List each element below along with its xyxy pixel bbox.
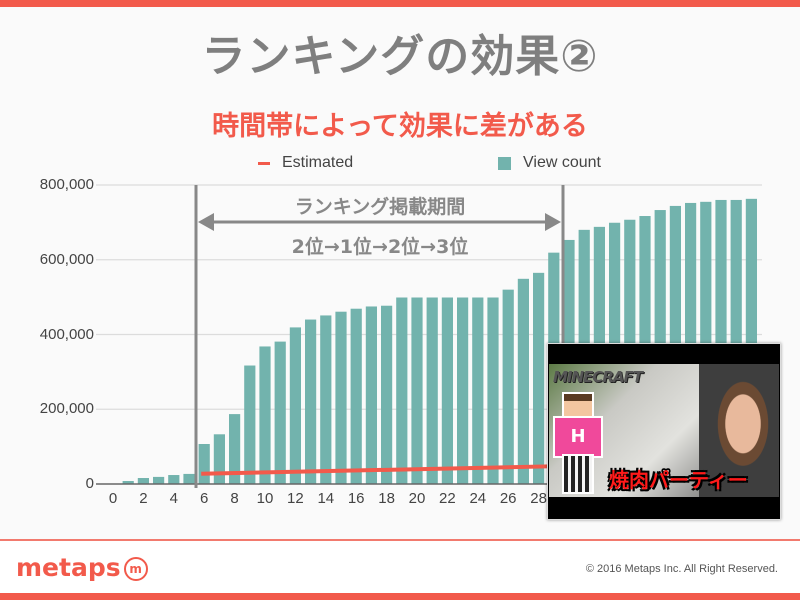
x-tick-label: 2 — [139, 490, 148, 507]
legend-view-count-label: View count — [523, 154, 601, 171]
view-count-bar — [745, 198, 757, 485]
legend-estimated-label: Estimated — [282, 154, 354, 171]
thumbnail-caption: 焼肉パーティー — [609, 468, 748, 492]
view-count-bar — [320, 315, 332, 484]
y-tick-label: 800,000 — [39, 176, 94, 193]
x-tick-label: 18 — [378, 490, 395, 507]
x-tick-label: 12 — [287, 490, 304, 507]
x-tick-label: 28 — [530, 490, 547, 507]
view-count-bar — [289, 327, 301, 484]
x-tick-label: 20 — [408, 490, 426, 507]
view-count-bar — [396, 297, 408, 484]
view-count-bar — [274, 341, 286, 484]
view-count-bar — [168, 475, 180, 484]
view-count-bar — [411, 297, 423, 484]
x-tick-label: 4 — [169, 490, 178, 507]
ranking-period-label: ランキング掲載期間 — [294, 196, 466, 218]
view-count-bar — [259, 346, 271, 484]
legend-estimated: Estimated — [258, 154, 353, 172]
y-tick-label: 600,000 — [39, 250, 94, 268]
video-thumbnail: MINECRAFT H 焼肉パーティー — [547, 343, 781, 520]
view-count-bar — [198, 444, 210, 484]
view-count-bar — [441, 297, 453, 484]
view-count-bar — [487, 297, 499, 484]
bottom-accent-bar — [0, 593, 800, 600]
copyright-text: © 2016 Metaps Inc. All Right Reserved. — [585, 563, 778, 575]
top-accent-bar — [0, 0, 800, 7]
rank-progression-label: 2位→1位→2位→3位 — [291, 236, 469, 258]
view-count-bar — [213, 434, 225, 484]
x-tick-label: 6 — [200, 490, 209, 507]
y-tick-label: 400,000 — [39, 325, 94, 343]
view-count-bar — [229, 414, 241, 484]
view-count-bar — [730, 199, 742, 484]
view-count-bar — [472, 297, 484, 484]
x-tick-label: 26 — [499, 490, 517, 507]
view-count-bar — [153, 476, 165, 484]
minecraft-logo: MINECRAFT — [553, 368, 643, 386]
view-count-bar — [517, 278, 529, 484]
x-tick-label: 16 — [347, 490, 365, 507]
y-tick-label: 0 — [85, 475, 94, 492]
logo-m-icon: m — [123, 557, 148, 581]
view-count-bar — [502, 289, 514, 484]
slide-title: ランキングの効果② — [201, 31, 599, 82]
metaps-logo: metaps m — [16, 553, 148, 582]
estimated-line — [201, 464, 551, 476]
view-count-bar — [335, 311, 347, 484]
x-tick-label: 14 — [317, 490, 335, 507]
footer: metaps m © 2016 Metaps Inc. All Right Res… — [0, 541, 800, 593]
view-count-bar — [122, 481, 134, 484]
view-count-bar — [305, 319, 317, 484]
shirt-letter: H — [553, 416, 603, 458]
view-count-bar — [350, 308, 362, 484]
view-count-bar — [457, 297, 469, 484]
slide-subtitle: 時間帯によって効果に差がある — [212, 111, 588, 142]
x-tick-label: 22 — [439, 490, 456, 507]
x-tick-label: 8 — [230, 490, 239, 507]
person-face-image — [699, 364, 779, 497]
view-count-bar — [137, 478, 149, 484]
y-tick-label: 200,000 — [39, 400, 94, 418]
view-count-bar — [381, 305, 393, 484]
view-count-bar — [533, 272, 545, 484]
bar-swatch-icon — [498, 156, 511, 170]
view-count-bar — [426, 297, 438, 484]
x-tick-label: 24 — [469, 490, 487, 507]
legend-view-count: View count — [498, 154, 601, 172]
logo-text: metaps — [16, 553, 121, 582]
line-swatch-icon — [258, 161, 270, 165]
x-tick-label: 10 — [256, 490, 274, 507]
x-tick-label: 0 — [108, 490, 118, 507]
thumbnail-image: MINECRAFT H 焼肉パーティー — [549, 364, 779, 497]
view-count-bar — [365, 306, 377, 484]
view-count-bar — [715, 199, 727, 484]
view-count-bar — [183, 473, 195, 484]
footer-divider — [0, 539, 800, 541]
view-count-bar — [700, 201, 712, 484]
view-count-bar — [244, 365, 256, 484]
minecraft-character-icon: H — [553, 392, 603, 494]
